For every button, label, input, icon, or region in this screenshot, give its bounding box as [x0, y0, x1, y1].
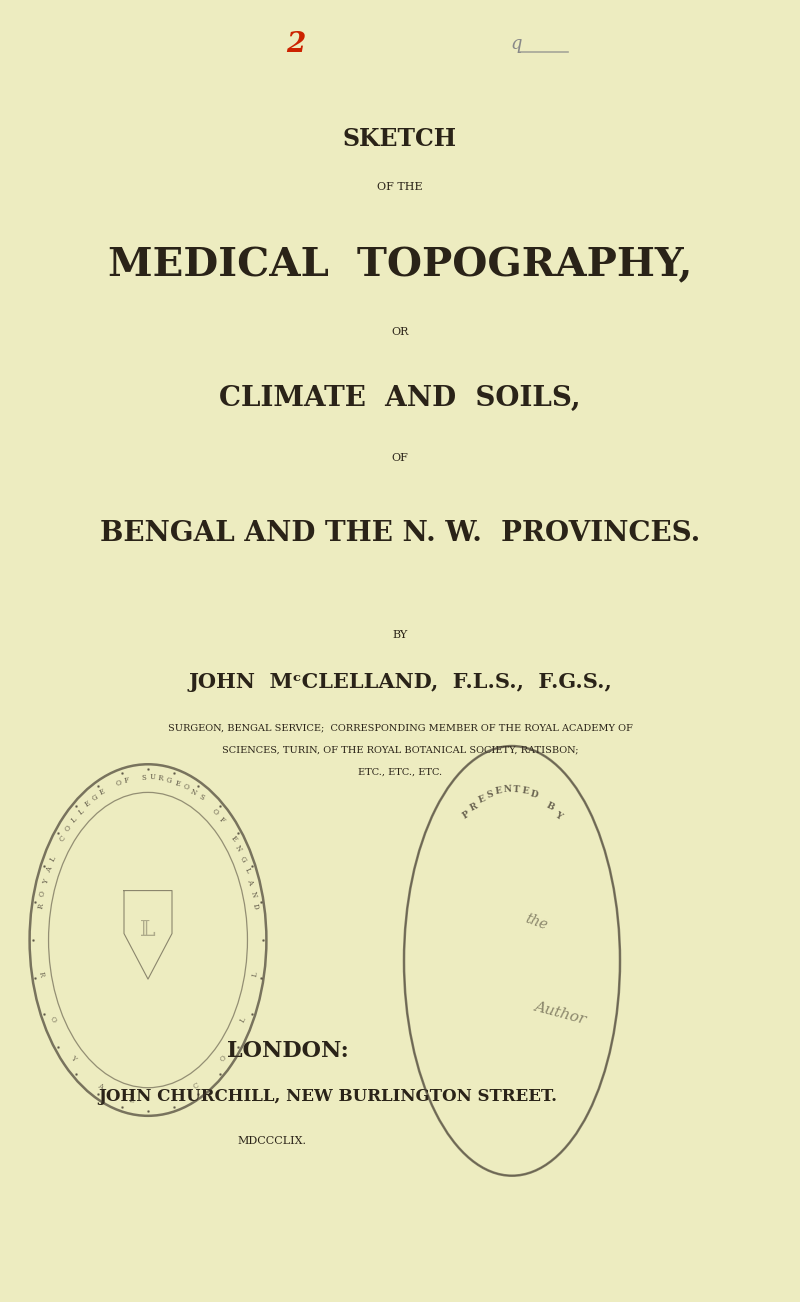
Text: A: A [246, 879, 255, 885]
Text: E: E [521, 786, 529, 796]
Text: G: G [238, 855, 248, 863]
Text: BENGAL AND THE N. W.  PROVINCES.: BENGAL AND THE N. W. PROVINCES. [100, 521, 700, 547]
Text: A: A [44, 866, 54, 875]
Text: 𝕃: 𝕃 [140, 919, 156, 940]
Text: SCIENCES, TURIN, OF THE ROYAL BOTANICAL SOCIETY, RATISBON;: SCIENCES, TURIN, OF THE ROYAL BOTANICAL … [222, 746, 578, 754]
Text: JOHN CHURCHILL, NEW BURLINGTON STREET.: JOHN CHURCHILL, NEW BURLINGTON STREET. [98, 1087, 558, 1105]
Text: MDCCCLIX.: MDCCCLIX. [238, 1135, 306, 1146]
Text: N: N [503, 785, 512, 794]
Text: E: E [229, 833, 238, 842]
Text: L: L [48, 855, 58, 863]
Text: R: R [37, 902, 46, 910]
Text: R: R [158, 775, 164, 783]
Text: S: S [486, 789, 494, 799]
Text: D: D [250, 902, 260, 910]
Text: the: the [523, 911, 549, 932]
Text: Y: Y [68, 1053, 78, 1062]
Text: Y: Y [41, 879, 50, 885]
Text: N: N [248, 889, 258, 898]
Text: E: E [174, 779, 181, 788]
Text: O: O [63, 824, 73, 833]
Text: A: A [96, 1082, 104, 1091]
Text: L: L [239, 1016, 248, 1023]
Text: E: E [477, 794, 486, 805]
Text: U: U [149, 773, 155, 781]
Text: F: F [218, 815, 226, 824]
Text: Y: Y [553, 810, 563, 820]
Text: CLIMATE  AND  SOILS,: CLIMATE AND SOILS, [219, 385, 581, 411]
Text: JOHN  MᶜCLELLAND,  F.L.S.,  F.G.S.,: JOHN MᶜCLELLAND, F.L.S., F.G.S., [188, 672, 612, 693]
Text: D: D [529, 789, 538, 799]
Text: SURGEON, BENGAL SERVICE;  CORRESPONDING MEMBER OF THE ROYAL ACADEMY OF: SURGEON, BENGAL SERVICE; CORRESPONDING M… [167, 724, 633, 732]
Text: BY: BY [392, 630, 408, 641]
Text: ETC., ETC., ETC.: ETC., ETC., ETC. [358, 768, 442, 776]
Text: O: O [114, 779, 122, 788]
Text: G: G [166, 776, 173, 785]
Text: P: P [461, 810, 471, 820]
Text: E: E [98, 788, 106, 797]
Text: Author: Author [533, 1000, 587, 1026]
Text: q: q [510, 35, 522, 53]
Text: L: L [250, 971, 259, 976]
Text: T: T [513, 785, 520, 794]
Text: S: S [141, 773, 146, 781]
Text: O: O [38, 891, 48, 898]
Text: LONDON:: LONDON: [227, 1040, 349, 1061]
Text: N: N [189, 788, 198, 797]
Text: L: L [70, 815, 78, 824]
Text: O: O [182, 783, 190, 792]
Text: O: O [218, 1053, 228, 1064]
Text: OF: OF [391, 453, 409, 464]
Text: G: G [90, 793, 99, 802]
Text: C: C [58, 833, 67, 842]
Text: OR: OR [391, 327, 409, 337]
Text: 2: 2 [286, 31, 306, 57]
Text: S: S [197, 793, 205, 802]
Text: N: N [234, 844, 243, 853]
Text: L: L [77, 807, 85, 816]
Text: O: O [210, 807, 220, 816]
Text: R: R [37, 970, 46, 978]
Text: E: E [83, 799, 92, 809]
Text: L: L [242, 867, 251, 874]
Text: L: L [129, 1096, 134, 1105]
Text: SKETCH: SKETCH [343, 128, 457, 151]
Text: F: F [124, 776, 130, 785]
Text: E: E [495, 786, 503, 796]
Text: O: O [48, 1016, 58, 1025]
Text: OF THE: OF THE [377, 182, 423, 193]
Text: B: B [545, 801, 555, 812]
Text: MEDICAL  TOPOGRAPHY,: MEDICAL TOPOGRAPHY, [108, 246, 692, 285]
Text: R: R [469, 801, 479, 812]
Text: C: C [192, 1082, 200, 1091]
